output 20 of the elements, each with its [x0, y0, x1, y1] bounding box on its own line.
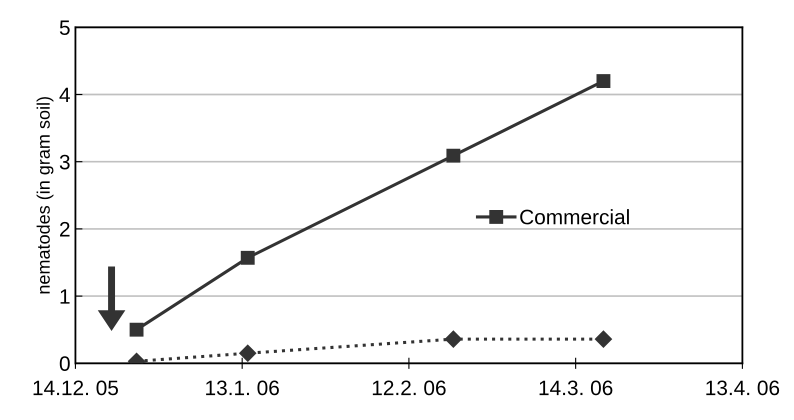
y-tick-label: 0 — [60, 356, 70, 372]
y-tick-label: 3 — [60, 154, 70, 170]
point — [240, 250, 255, 265]
legend-label: Commercial — [520, 209, 629, 224]
y-tick-label: 4 — [59, 88, 70, 102]
point — [596, 74, 610, 88]
y-tick-label: 2 — [60, 222, 70, 236]
point — [594, 330, 612, 348]
x-tick-label: 13.4. 06 — [706, 380, 780, 396]
y-tick-label: 5 — [60, 20, 70, 36]
y-tick-label: 1 — [60, 289, 70, 304]
point — [130, 322, 144, 337]
point — [239, 344, 256, 362]
y-axis-title: nematodes (in gram soil) — [36, 97, 54, 294]
point — [444, 330, 462, 348]
x-tick-label: 13.1. 06 — [206, 380, 279, 396]
point — [446, 148, 460, 163]
x-tick-label: 12.2. 06 — [372, 380, 446, 396]
x-tick-label: 14.3. 06 — [540, 380, 612, 396]
x-tick-label: 14.12. 05 — [34, 380, 118, 396]
